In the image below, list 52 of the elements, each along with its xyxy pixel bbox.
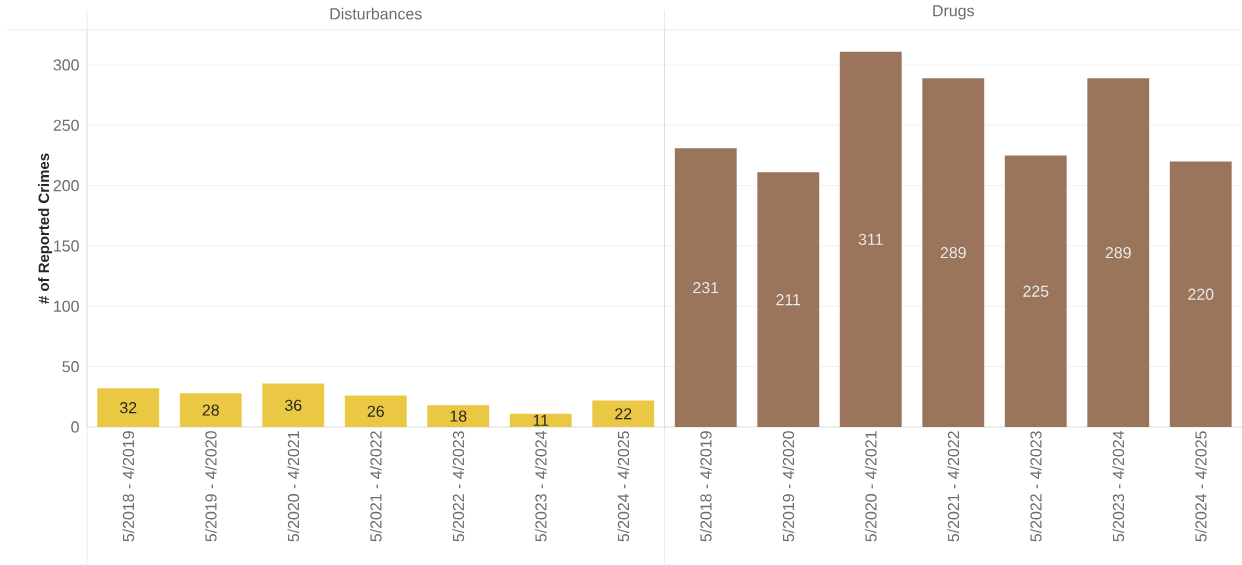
x-tick-label: 5/2021 - 4/2022 <box>947 431 960 542</box>
y-tick-label: 150 <box>54 240 79 252</box>
y-tick-label: 0 <box>71 421 79 433</box>
bar <box>1004 155 1067 427</box>
data-label: 32 <box>120 402 137 414</box>
data-label: 28 <box>202 404 219 416</box>
y-tick-label: 50 <box>62 361 79 373</box>
data-label: 18 <box>450 410 467 422</box>
data-label: 11 <box>533 414 549 426</box>
x-tick-label: 5/2024 - 4/2025 <box>1194 431 1207 542</box>
chart-title: Drugs <box>933 5 974 20</box>
bar <box>592 400 655 427</box>
y-tick-label: 200 <box>53 180 79 192</box>
x-tick-label: 5/2018 - 4/2019 <box>699 431 712 542</box>
y-tick-label: 250 <box>53 119 79 131</box>
bar <box>674 148 737 427</box>
x-tick-label: 5/2019 - 4/2020 <box>204 431 217 542</box>
bar <box>509 413 572 427</box>
data-label: 311 <box>858 233 883 245</box>
y-axis-title: # of Reported Crimes <box>38 153 53 304</box>
y-tick-label: 300 <box>53 59 79 71</box>
bar <box>427 405 490 427</box>
x-tick-label: 5/2020 - 4/2021 <box>864 431 877 542</box>
x-tick-label: 5/2023 - 4/2024 <box>1112 431 1125 542</box>
x-tick-label: 5/2022 - 4/2023 <box>1029 431 1042 542</box>
x-tick-label: 5/2018 - 4/2019 <box>122 431 135 542</box>
data-label: 220 <box>1188 288 1214 300</box>
bar <box>262 383 325 427</box>
bar <box>839 51 902 427</box>
chart-title: Disturbances <box>330 7 422 20</box>
data-label: 36 <box>285 399 302 411</box>
x-tick-label: 5/2019 - 4/2020 <box>782 431 795 542</box>
bar <box>1087 78 1150 427</box>
bar <box>344 395 407 427</box>
x-tick-label: 5/2024 - 4/2025 <box>617 431 630 542</box>
x-tick-label: 5/2020 - 4/2021 <box>287 431 300 542</box>
data-label: 289 <box>940 246 966 259</box>
data-label: 211 <box>776 294 801 306</box>
bar <box>922 78 985 427</box>
bar <box>1169 161 1232 427</box>
y-tick-label: 100 <box>54 300 79 312</box>
x-tick-label: 5/2021 - 4/2022 <box>369 431 382 542</box>
x-tick-label: 5/2022 - 4/2023 <box>452 431 465 542</box>
data-label: 231 <box>693 281 719 294</box>
data-label: 225 <box>1023 285 1049 297</box>
data-label: 22 <box>615 408 632 420</box>
bar <box>97 388 160 427</box>
data-label: 26 <box>367 405 384 417</box>
bar <box>179 393 242 427</box>
data-label: 289 <box>1105 246 1131 259</box>
x-tick-label: 5/2023 - 4/2024 <box>534 431 547 542</box>
bar <box>757 172 820 427</box>
